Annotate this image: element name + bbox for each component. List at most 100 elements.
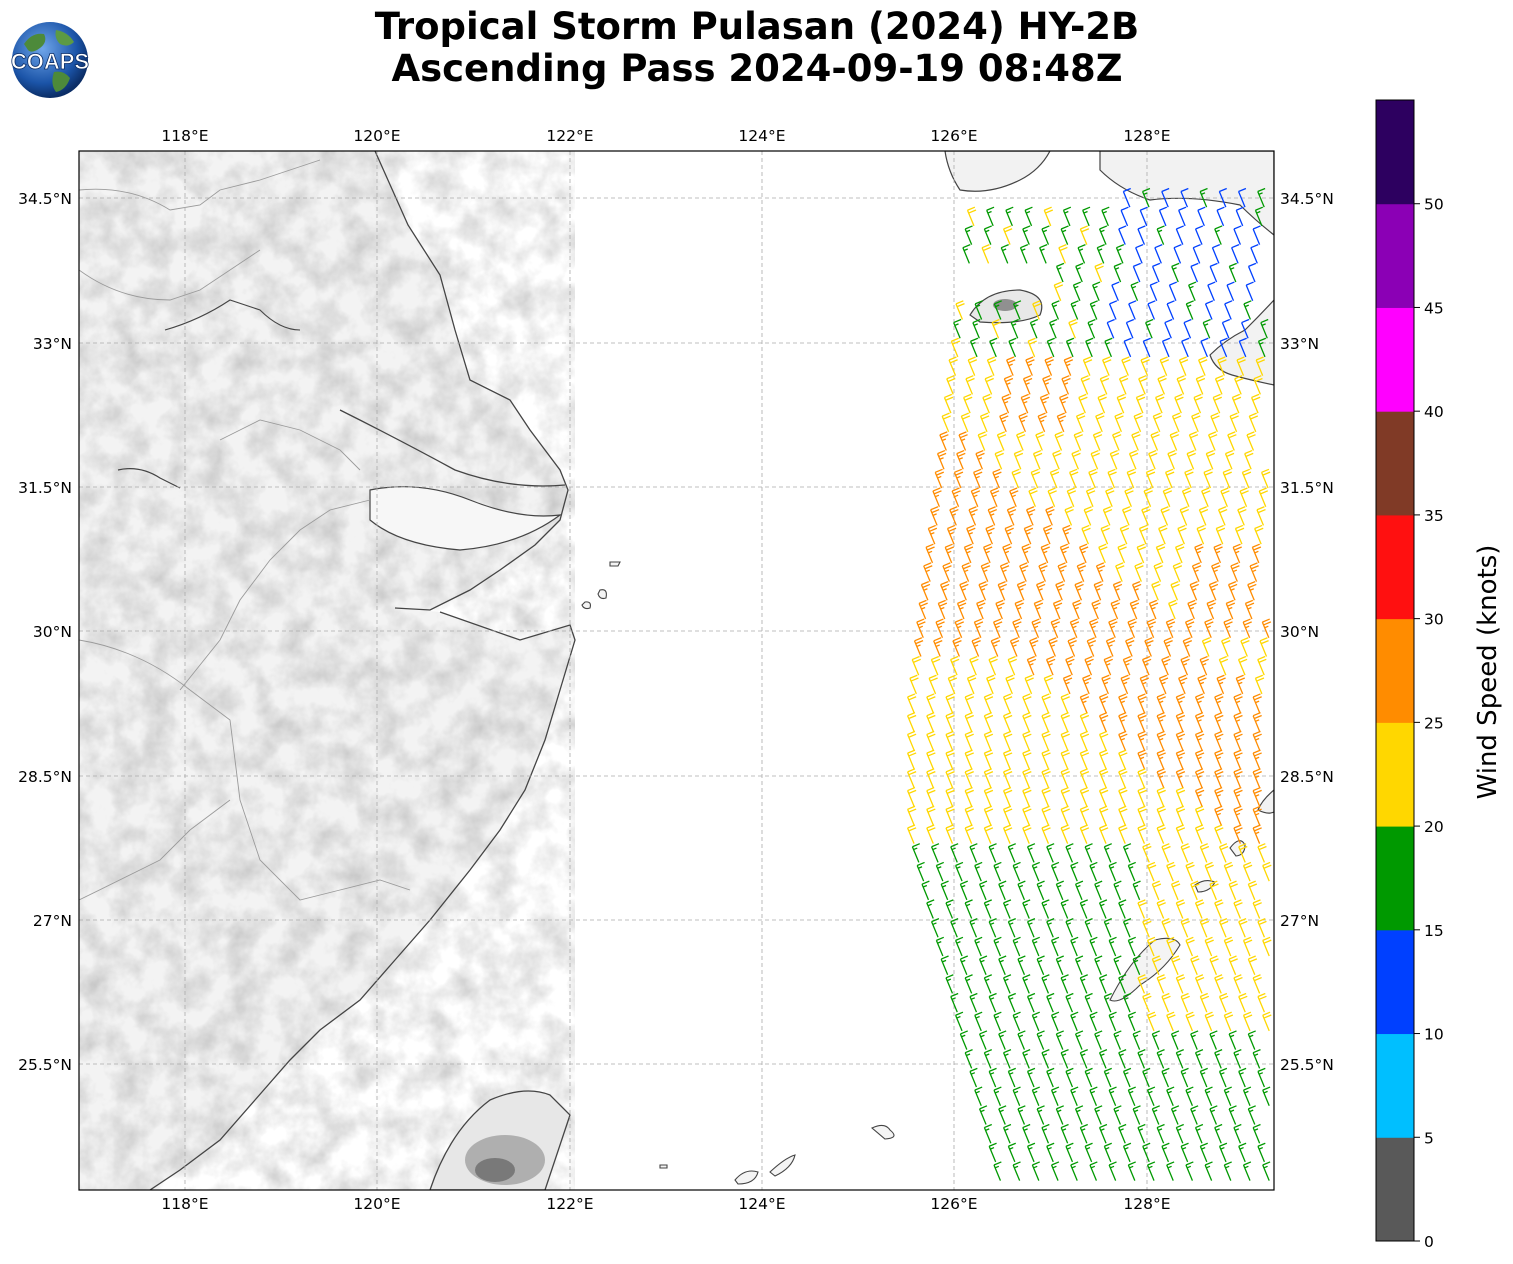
- wind-barb: [1153, 562, 1163, 582]
- wind-barb: [1161, 843, 1171, 863]
- wind-barb: [1120, 206, 1129, 227]
- wind-barb: [1074, 1105, 1084, 1125]
- land-small-islands: [581, 561, 1246, 1185]
- wind-barb: [1022, 1049, 1031, 1069]
- wind-barb: [1060, 1123, 1069, 1144]
- wind-barb: [1045, 506, 1055, 526]
- wind-barb: [993, 861, 1002, 882]
- wind-barb: [1132, 262, 1141, 283]
- wind-barb: [1041, 712, 1051, 732]
- wind-barb: [1014, 599, 1024, 620]
- wind-barb: [1122, 655, 1133, 676]
- wind-barb: [987, 506, 997, 526]
- wind-barb: [1199, 187, 1208, 208]
- wind-barb: [1257, 1067, 1266, 1088]
- wind-barb: [1234, 524, 1245, 545]
- wind-barb: [1204, 861, 1214, 882]
- wind-barb: [1055, 880, 1064, 901]
- wind-barb: [1007, 992, 1016, 1013]
- wind-barb: [1083, 506, 1093, 526]
- wind-barb: [1190, 1105, 1199, 1125]
- wind-barb: [1060, 1049, 1069, 1069]
- wind-barb: [1142, 992, 1152, 1013]
- wind-barb: [1252, 712, 1262, 732]
- wind-barb: [1181, 487, 1192, 507]
- wind-barb: [945, 768, 955, 788]
- wind-barb: [1122, 1142, 1132, 1163]
- wind-barb: [926, 730, 936, 751]
- wind-barb: [953, 318, 962, 339]
- wind-barb: [1121, 356, 1131, 376]
- lat-tick-label: 31.5°N: [18, 479, 72, 497]
- wind-barb: [1118, 712, 1128, 732]
- wind-barb: [1098, 768, 1109, 788]
- wind-barb: [1041, 786, 1051, 807]
- wind-barb: [945, 899, 954, 919]
- wind-barb: [1091, 599, 1101, 620]
- lat-tick-label: 30°N: [33, 623, 72, 641]
- colorbar-bin: [1376, 100, 1414, 205]
- wind-barb: [1098, 712, 1109, 732]
- wind-barb: [906, 712, 917, 732]
- wind-barb: [1262, 1011, 1272, 1032]
- wind-barb: [1146, 861, 1157, 882]
- wind-barb: [1156, 786, 1166, 807]
- wind-barb: [936, 449, 947, 470]
- colorbar-tick-label: 25: [1424, 714, 1444, 732]
- map-frame: [78, 150, 1275, 1191]
- wind-barb: [1223, 1161, 1232, 1181]
- wind-barb: [980, 562, 991, 582]
- wind-barb: [964, 824, 974, 844]
- wind-barb: [1214, 1049, 1223, 1069]
- wind-barb: [1089, 861, 1098, 882]
- wind-barb: [962, 244, 971, 264]
- wind-barb: [1115, 244, 1125, 264]
- wind-barb: [1106, 318, 1115, 339]
- wind-barb: [1060, 712, 1070, 732]
- wind-barb: [1217, 356, 1227, 376]
- wind-barb: [1176, 375, 1186, 395]
- wind-barb: [1002, 786, 1013, 807]
- wind-barb: [1151, 1030, 1160, 1050]
- wind-barb: [1089, 1086, 1098, 1107]
- wind-barb: [1090, 449, 1100, 470]
- wind-barb: [1252, 730, 1262, 751]
- wind-barb: [975, 449, 985, 470]
- wind-barb: [968, 506, 978, 526]
- wind-barb: [1054, 431, 1064, 451]
- wind-barb: [1016, 431, 1026, 451]
- wind-barb: [1007, 843, 1016, 863]
- wind-barb: [1079, 805, 1090, 826]
- wind-barb: [1146, 1086, 1156, 1107]
- wind-barb: [945, 749, 955, 770]
- wind-barb: [1175, 1049, 1184, 1069]
- wind-barb: [927, 524, 938, 545]
- wind-barb: [958, 431, 968, 451]
- wind-barb: [1058, 244, 1068, 264]
- wind-barb: [1170, 955, 1181, 975]
- wind-barb: [1060, 974, 1069, 994]
- wind-barb: [1036, 1105, 1045, 1125]
- wind-barb: [1166, 1086, 1175, 1107]
- wind-barb: [1178, 206, 1187, 227]
- wind-barb: [1022, 768, 1032, 788]
- wind-barb: [1159, 356, 1170, 376]
- wind-barb: [985, 524, 995, 545]
- wind-barb: [993, 300, 1002, 320]
- wind-barb: [1185, 1161, 1194, 1181]
- wind-barb: [1223, 861, 1234, 882]
- wind-barb: [1144, 637, 1154, 657]
- wind-barb: [1260, 318, 1269, 339]
- wind-barb: [1122, 187, 1131, 208]
- wind-barb: [1105, 487, 1115, 507]
- wind-barb: [1154, 244, 1163, 264]
- wind-barb: [1062, 206, 1072, 227]
- wind-barb: [1208, 431, 1218, 451]
- wind-barb: [1012, 1011, 1021, 1032]
- wind-barb: [1138, 375, 1148, 395]
- wind-barb: [1142, 337, 1151, 358]
- wind-barb: [1216, 674, 1226, 695]
- wind-barb: [1012, 1086, 1021, 1107]
- wind-barb: [1156, 730, 1166, 751]
- wind-barb: [1251, 543, 1262, 564]
